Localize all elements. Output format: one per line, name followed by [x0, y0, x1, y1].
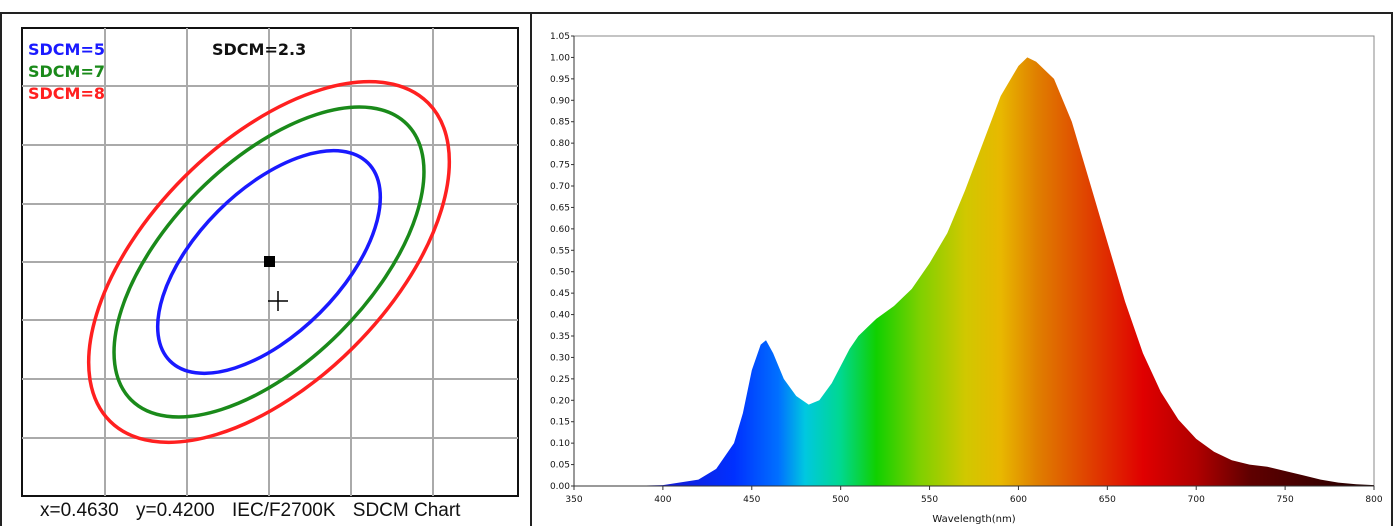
- y-tick-label: 0.75: [550, 161, 570, 171]
- y-tick-label: 0.95: [550, 75, 570, 85]
- x-tick-label: 600: [1010, 495, 1027, 505]
- y-tick-label: 0.45: [550, 289, 570, 299]
- legend-sdcm-8: SDCM=8: [28, 84, 105, 103]
- x-tick-label: 750: [1277, 495, 1294, 505]
- y-tick-label: 0.20: [550, 396, 570, 406]
- caption-standard: IEC/F2700K: [232, 500, 336, 521]
- y-tick-label: 0.70: [550, 182, 570, 192]
- y-tick-label: 0.05: [550, 461, 570, 471]
- y-tick-label: 0.00: [550, 482, 570, 492]
- y-tick-label: 0.40: [550, 311, 570, 321]
- sdcm-8-ellipse: [86, 79, 452, 445]
- caption-x-value: x=0.4630: [40, 500, 119, 521]
- y-tick-label: 0.50: [550, 268, 570, 278]
- y-tick-label: 0.80: [550, 139, 570, 149]
- caption-title: SDCM Chart: [352, 500, 461, 521]
- x-tick-label: 550: [921, 495, 938, 505]
- x-tick-label: 700: [1188, 495, 1205, 505]
- y-tick-label: 0.35: [550, 332, 570, 342]
- spectrum-chart: 0.00 0.05 0.10 0.15 0.20 0.25 0.30 0.35 0.40 0.45…: [550, 32, 1383, 525]
- sdcm-value-annotation: SDCM=2.3: [212, 40, 306, 59]
- reference-point-marker: [264, 256, 275, 267]
- y-tick-label: 0.85: [550, 118, 570, 128]
- y-tick-label: 0.55: [550, 246, 570, 256]
- y-tick-label: 0.60: [550, 225, 570, 235]
- x-tick-label: 400: [654, 495, 671, 505]
- y-tick-label: 1.05: [550, 32, 570, 42]
- x-tick-label: 650: [1099, 495, 1116, 505]
- legend-sdcm-5: SDCM=5: [28, 40, 105, 59]
- panel-divider: [530, 12, 532, 526]
- x-tick-label: 350: [565, 495, 582, 505]
- y-tick-label: 0.25: [550, 375, 570, 385]
- x-tick-label: 500: [832, 495, 849, 505]
- x-tick-label: 450: [743, 495, 760, 505]
- y-tick-label: 0.90: [550, 96, 570, 106]
- spectrum-area: [574, 57, 1374, 487]
- y-tick-label: 0.15: [550, 418, 570, 428]
- x-axis-label: Wavelength(nm): [932, 514, 1015, 525]
- y-tick-label: 0.10: [550, 439, 570, 449]
- sdcm-chart: SDCM=5 SDCM=7 SDCM=8 SDCM=2.3: [21, 27, 519, 497]
- chart-frame: [0, 12, 1393, 526]
- legend-sdcm-7: SDCM=7: [28, 62, 105, 81]
- y-tick-label: 0.30: [550, 353, 570, 363]
- x-tick-label: 800: [1365, 495, 1382, 505]
- sdcm-caption: x=0.4630 y=0.4200 IEC/F2700K SDCM Chart: [40, 500, 472, 522]
- y-tick-label: 1.00: [550, 53, 570, 63]
- sdcm-5-ellipse: [155, 148, 383, 376]
- y-tick-label: 0.65: [550, 203, 570, 213]
- sdcm-7-ellipse: [112, 105, 426, 419]
- caption-y-value: y=0.4200: [136, 500, 215, 521]
